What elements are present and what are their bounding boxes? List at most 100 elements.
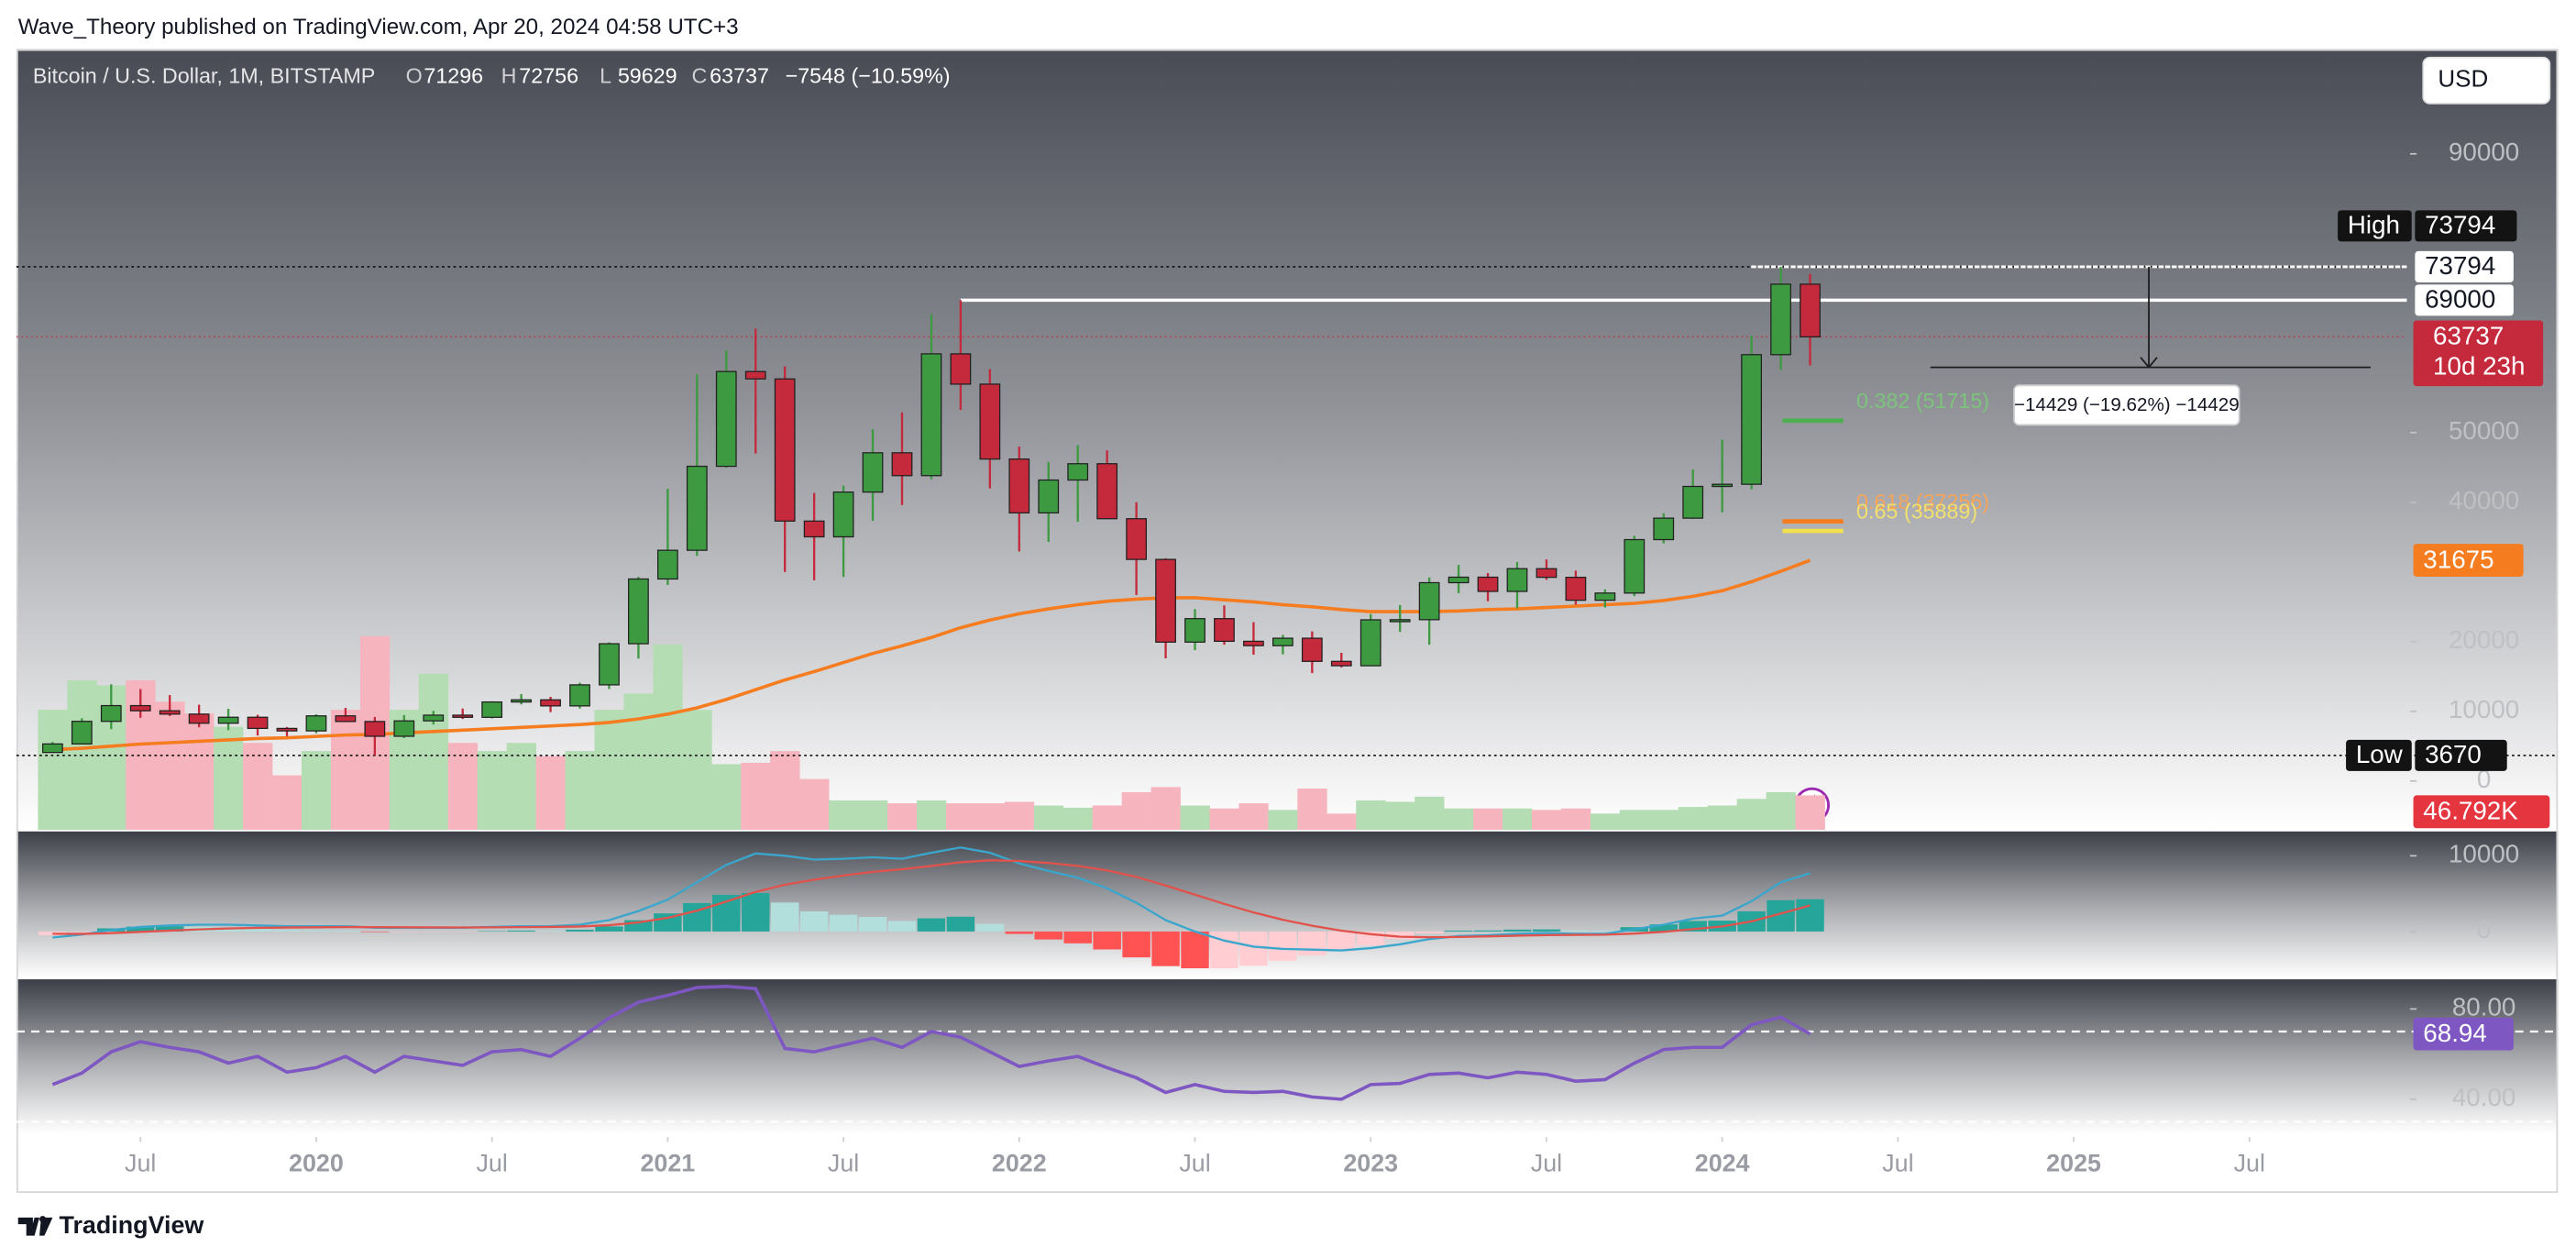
candle-body bbox=[100, 704, 122, 723]
volume-bar bbox=[653, 644, 683, 830]
macd-histogram-bar bbox=[1503, 929, 1532, 932]
macd-histogram-bar bbox=[975, 923, 1005, 932]
macd-histogram-bar bbox=[595, 926, 623, 932]
candle-body bbox=[1682, 485, 1704, 519]
rsi-tick-label: 80.00 bbox=[2452, 993, 2515, 1021]
low-tag: Low bbox=[2356, 740, 2404, 768]
y-tick-label: 20000 bbox=[2449, 625, 2519, 654]
candle-body bbox=[891, 452, 913, 477]
macd-histogram-bar bbox=[302, 930, 331, 932]
candle-body bbox=[1653, 517, 1675, 541]
rsi-pane bbox=[16, 979, 2559, 1134]
candle-body bbox=[774, 378, 796, 522]
countdown-label: 10d 23h bbox=[2433, 352, 2525, 381]
measure-label: −14429 (−19.62%) −14429 bbox=[2014, 394, 2240, 415]
candle-body bbox=[1360, 619, 1382, 667]
volume-bar bbox=[1033, 805, 1064, 830]
candle-body bbox=[1477, 576, 1499, 592]
candle-body bbox=[1008, 458, 1030, 513]
volume-bar bbox=[1327, 813, 1357, 830]
macd-histogram-bar bbox=[887, 921, 917, 932]
candle-body bbox=[188, 713, 210, 724]
volume-bar bbox=[1092, 805, 1122, 830]
candle-body bbox=[744, 370, 766, 380]
candle-body bbox=[1506, 568, 1528, 592]
candle-body bbox=[1301, 637, 1323, 662]
candle-body bbox=[1770, 283, 1791, 356]
candle-body bbox=[511, 699, 532, 703]
top-value-box bbox=[2415, 250, 2514, 282]
ma-value-box bbox=[2413, 544, 2524, 577]
macd-histogram-bar bbox=[1649, 924, 1678, 932]
volume-bar bbox=[829, 800, 859, 830]
macd-histogram-bar bbox=[1269, 931, 1297, 961]
volume-bar bbox=[155, 701, 185, 830]
volume-bar bbox=[770, 751, 800, 830]
macd-histogram-bar bbox=[331, 930, 360, 932]
x-tick-label: 2022 bbox=[992, 1150, 1047, 1177]
volume-bar bbox=[477, 751, 507, 830]
currency-label[interactable]: USD bbox=[2438, 65, 2488, 93]
candle-body bbox=[950, 353, 972, 385]
candle-body bbox=[1067, 463, 1089, 481]
macd-histogram-bar bbox=[1591, 930, 1620, 932]
candle-body bbox=[1038, 479, 1060, 513]
candle-body bbox=[628, 578, 649, 645]
macd-tick-label: 10000 bbox=[2449, 840, 2519, 868]
candle-body bbox=[305, 715, 327, 732]
volume-bar bbox=[1415, 796, 1445, 830]
candle-body bbox=[1184, 618, 1205, 643]
macd-histogram-bar bbox=[1532, 929, 1561, 932]
rsi-line bbox=[51, 984, 1811, 1101]
y-tick-label: 40000 bbox=[2449, 486, 2519, 514]
candle-body bbox=[1271, 637, 1294, 646]
last-price-box bbox=[2413, 320, 2544, 387]
y-tick-label: 90000 bbox=[2449, 138, 2519, 166]
candle-body bbox=[1243, 640, 1264, 646]
candle-body bbox=[803, 520, 825, 538]
macd-histogram-bar bbox=[39, 931, 67, 936]
volume-bar bbox=[1238, 803, 1269, 830]
candle-body bbox=[1155, 558, 1176, 643]
macd-histogram-bar bbox=[946, 916, 975, 932]
volume-bar bbox=[916, 800, 947, 830]
candle-body bbox=[217, 716, 239, 724]
volume-bar bbox=[214, 726, 244, 830]
macd-histogram-bar bbox=[917, 918, 946, 932]
rsi-value-label: 68.94 bbox=[2423, 1019, 2486, 1047]
macd-histogram-bar bbox=[1063, 931, 1092, 944]
volume-bar bbox=[1590, 813, 1621, 830]
candle-body bbox=[979, 383, 1001, 460]
volume-bar bbox=[1297, 789, 1327, 830]
moving-average bbox=[52, 558, 1811, 752]
volume-bar bbox=[1180, 805, 1210, 830]
volume-bar bbox=[330, 710, 361, 830]
macd-histogram-bar bbox=[1473, 930, 1503, 932]
macd-histogram-bar bbox=[1239, 931, 1268, 966]
volume-bar bbox=[1648, 810, 1679, 830]
volume-bar bbox=[594, 710, 624, 830]
legend-value: 72756 bbox=[519, 63, 578, 87]
legend-title: Bitcoin / U.S. Dollar, 1M, BITSTAMP bbox=[33, 63, 375, 87]
volume-bar bbox=[272, 775, 303, 830]
volume-bar bbox=[418, 673, 449, 830]
x-tick-label: 2025 bbox=[2046, 1150, 2101, 1177]
volume-bar bbox=[447, 743, 479, 830]
macd-histogram-bar bbox=[126, 926, 155, 932]
macd-histogram-bar bbox=[272, 930, 302, 932]
x-tick-label: Jul bbox=[125, 1150, 156, 1177]
candle-body bbox=[393, 720, 415, 737]
macd-tick-label: 0 bbox=[2477, 915, 2491, 944]
macd-histogram-bar bbox=[1298, 931, 1327, 956]
candle-body bbox=[569, 684, 590, 707]
low-tag-box bbox=[2346, 739, 2412, 771]
last-price-label: 63737 bbox=[2433, 322, 2504, 350]
chart-border bbox=[16, 49, 2559, 1194]
candle-body bbox=[276, 727, 298, 732]
candle-body bbox=[832, 491, 854, 538]
candle-body bbox=[715, 370, 737, 468]
currency-button[interactable] bbox=[2422, 56, 2551, 105]
candle-body bbox=[1096, 463, 1118, 520]
fib-label: 0.618 (37256) bbox=[1856, 490, 1989, 513]
volume-bar bbox=[301, 751, 332, 830]
